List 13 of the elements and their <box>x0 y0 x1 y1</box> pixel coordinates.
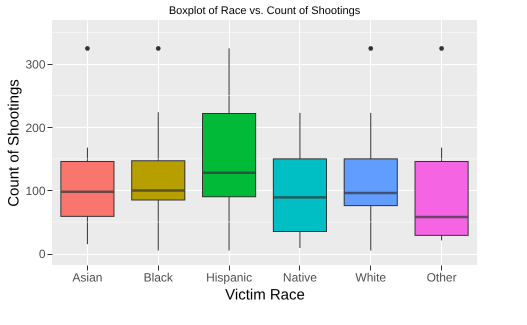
y-tick-label: 200 <box>25 120 46 135</box>
x-tick-label: Black <box>144 270 174 284</box>
x-tick-label: Native <box>282 270 318 284</box>
x-axis-title: Victim Race <box>225 286 305 304</box>
y-tick-label: 300 <box>25 58 46 72</box>
x-tick-label: Other <box>426 270 457 284</box>
chart-title: Boxplot of Race vs. Count of Shootings <box>168 5 361 17</box>
x-tick-label: White <box>355 270 386 284</box>
y-axis-title: Count of Shootings <box>5 79 22 207</box>
y-tick-label: 100 <box>25 184 46 198</box>
x-tick-label: Hispanic <box>206 270 252 284</box>
x-tick-label: Asian <box>72 270 102 284</box>
y-tick-label: 0 <box>38 247 46 262</box>
